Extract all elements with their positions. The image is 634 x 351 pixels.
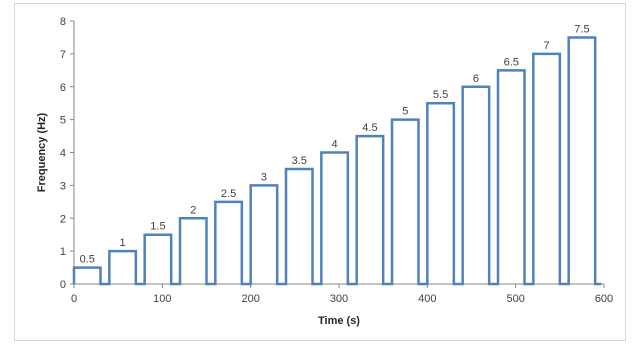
pulse-data-label: 6: [473, 73, 479, 85]
x-axis-ticks: 0 100 200 300 400 500 600: [71, 284, 613, 305]
data-labels: 0.5 1 1.5 2 2.5 3 3.5 4 4.5 5 5.5 6 6.5 7 7.5: [80, 23, 590, 265]
pulse-data-label: 6.5: [504, 56, 519, 68]
y-axis-ticks: 0 1 2 3 4 5 6 7 8: [60, 16, 74, 291]
y-tick-label: 0: [60, 279, 66, 291]
pulse-data-label: 4.5: [362, 122, 377, 134]
y-tick-label: 1: [60, 246, 66, 258]
x-tick-label: 100: [153, 293, 171, 305]
pulse-data-label: 3.5: [292, 155, 307, 167]
pulse-data-label: 2.5: [221, 188, 236, 200]
pulse-data-label: 2: [190, 204, 196, 216]
y-tick-label: 6: [60, 82, 66, 94]
series-frequency: [72, 36, 602, 286]
pulse-data-label: 1: [120, 237, 126, 249]
x-tick-label: 600: [595, 293, 613, 305]
y-axis-title: Frequency (Hz): [36, 112, 48, 192]
pulse-data-label: 5.5: [433, 89, 448, 101]
pulse-data-label: 3: [261, 171, 267, 183]
pulse-data-label: 5: [402, 106, 408, 118]
x-tick-label: 400: [418, 293, 436, 305]
y-tick-label: 3: [60, 180, 66, 192]
y-tick-label: 2: [60, 213, 66, 225]
pulse-data-label: 7.5: [574, 23, 589, 35]
x-tick-label: 0: [71, 293, 77, 305]
y-tick-label: 5: [60, 115, 66, 127]
x-tick-label: 300: [330, 293, 348, 305]
y-tick-label: 7: [60, 49, 66, 61]
pulse-data-label: 1.5: [150, 221, 165, 233]
frequency-series-line: [72, 36, 602, 286]
pulse-data-label: 7: [544, 40, 550, 52]
y-tick-label: 8: [60, 16, 66, 28]
pulse-data-label: 0.5: [80, 254, 95, 266]
x-tick-label: 500: [506, 293, 524, 305]
y-tick-label: 4: [60, 148, 66, 160]
x-axis-title: Time (s): [318, 315, 360, 327]
x-tick-label: 200: [241, 293, 259, 305]
pulse-data-label: 4: [332, 139, 338, 151]
